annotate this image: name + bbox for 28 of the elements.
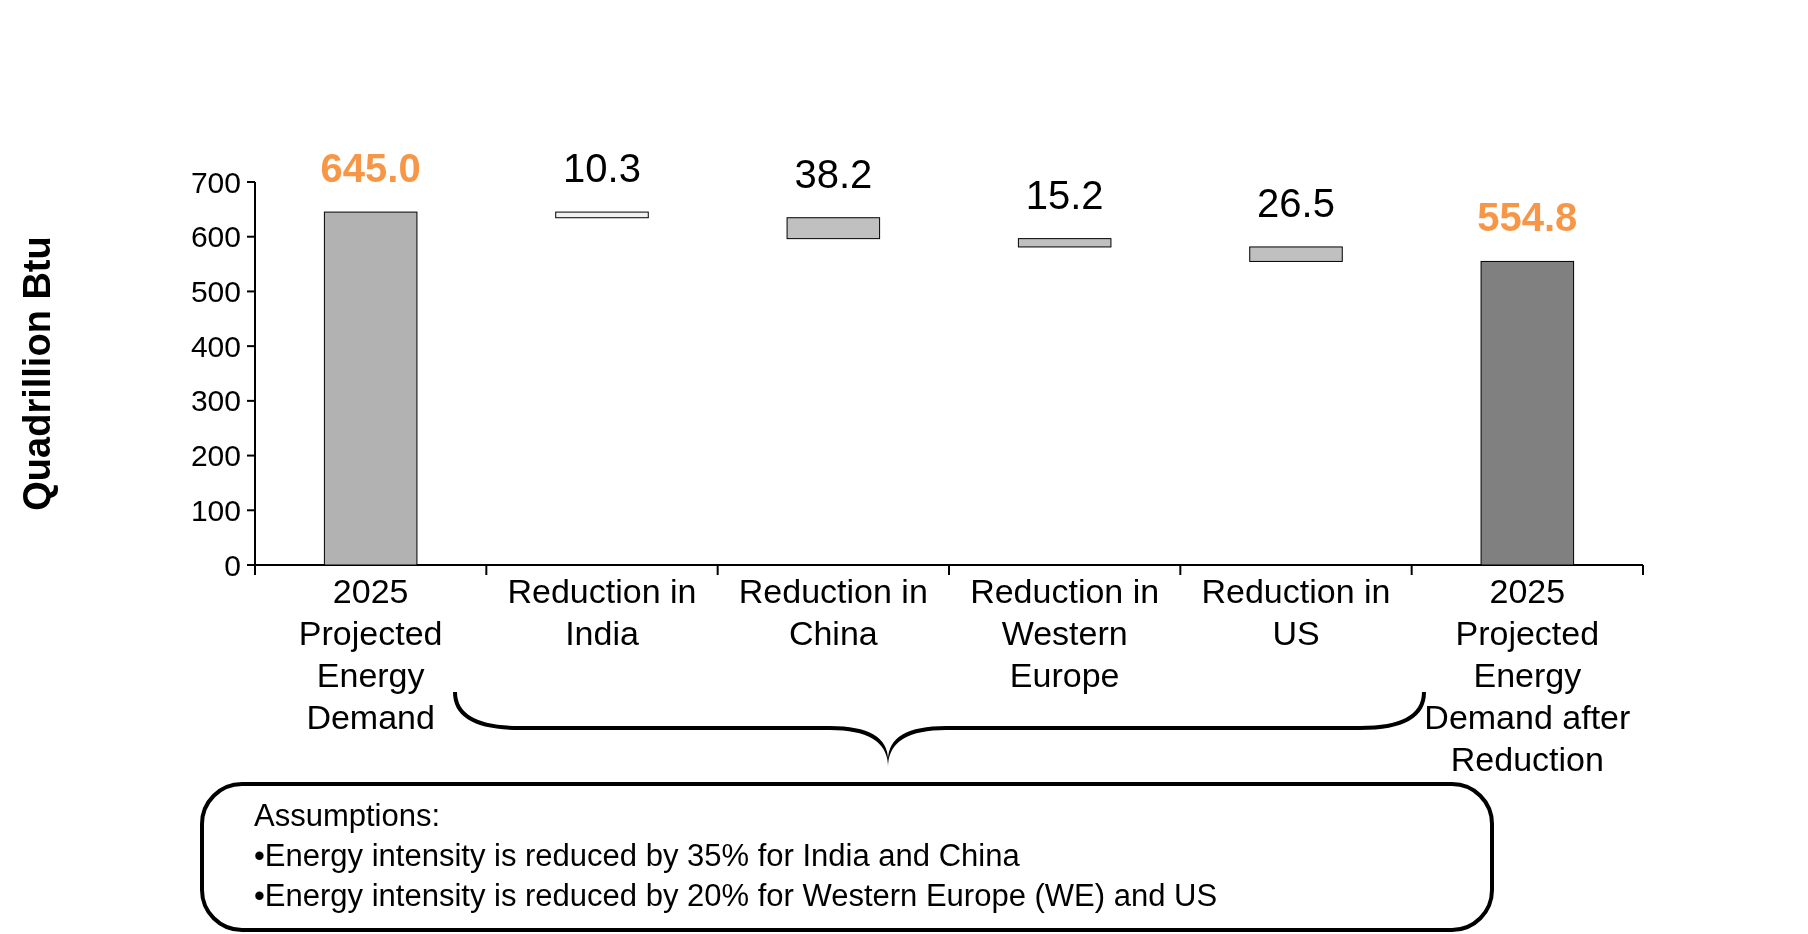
y-tick-label: 400 bbox=[190, 329, 241, 363]
data-label: 10.3 bbox=[563, 146, 641, 191]
x-tick-label: 2025 Projected Energy Demand after Reduction bbox=[1424, 572, 1631, 778]
y-tick-label: 0 bbox=[224, 548, 241, 582]
x-tick-label: 2025 Projected Energy Demand bbox=[298, 572, 443, 736]
data-label: 26.5 bbox=[1257, 180, 1335, 225]
x-tick-label: Reduction in China bbox=[738, 572, 928, 652]
text: •Energy intensity is reduced by 20% for Western Europe (WE) and US bbox=[254, 878, 1218, 913]
y-tick-label: 600 bbox=[190, 220, 241, 254]
y-tick-label: 200 bbox=[190, 439, 241, 473]
data-label: 645.0 bbox=[320, 146, 421, 191]
data-label: 15.2 bbox=[1025, 172, 1104, 217]
data-label: 554.8 bbox=[1477, 195, 1578, 240]
bar bbox=[555, 211, 649, 219]
x-tick-label: Reduction in India bbox=[507, 572, 697, 652]
y-tick-label: 100 bbox=[190, 493, 241, 527]
data-label: 38.2 bbox=[794, 151, 873, 196]
y-tick-label: 500 bbox=[190, 274, 241, 308]
text: •Energy intensity is reduced by 35% for India and China bbox=[254, 838, 1021, 873]
y-tick-label: 700 bbox=[190, 165, 241, 199]
y-tick-label: 300 bbox=[190, 384, 241, 418]
bar bbox=[786, 217, 881, 240]
x-tick-label: Reduction in US bbox=[1201, 572, 1391, 652]
y-axis-title: Quadrillion Btu bbox=[16, 236, 58, 511]
bar bbox=[1249, 246, 1343, 262]
bar bbox=[1017, 238, 1112, 248]
text: Assumptions: bbox=[254, 798, 441, 833]
x-tick-label: Reduction in Western Europe bbox=[970, 572, 1160, 694]
